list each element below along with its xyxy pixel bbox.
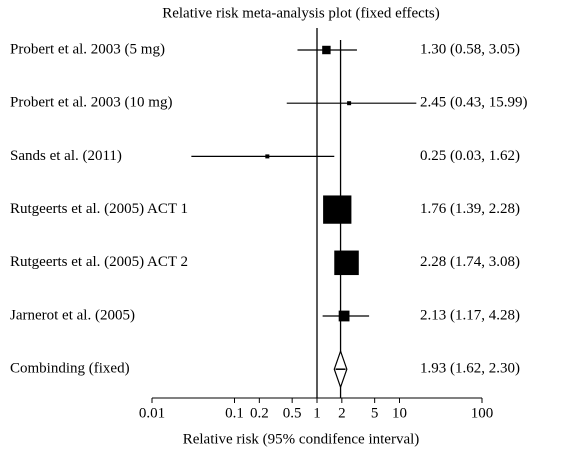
x-tick-label: 1 (313, 405, 321, 421)
study-label: Jarnerot et al. (2005) (10, 307, 135, 323)
x-axis-label: Relative risk (95% condifence interval) (183, 431, 420, 447)
pooled-value-label: 1.93 (1.62, 2.30) (420, 361, 520, 377)
value-label: 1.30 (0.58, 3.05) (420, 41, 520, 57)
estimate-box (265, 154, 270, 159)
value-label: 0.25 (0.03, 1.62) (420, 148, 520, 164)
value-label: 2.28 (1.74, 3.08) (420, 254, 520, 270)
x-tick-label: 0.1 (225, 405, 244, 421)
study-label: Rutgeerts et al. (2005) ACT 1 (10, 201, 188, 217)
x-tick-label: 10 (392, 405, 407, 421)
pooled-label: Combinding (fixed) (10, 361, 130, 377)
x-tick-label: 0.5 (283, 405, 302, 421)
estimate-box (323, 195, 352, 224)
x-tick-label: 0.01 (139, 405, 165, 421)
value-label: 2.13 (1.17, 4.28) (420, 307, 520, 323)
estimate-box (322, 45, 331, 55)
study-label: Probert et al. 2003 (10 mg) (10, 95, 172, 111)
x-tick-label: 2 (338, 405, 346, 421)
value-label: 2.45 (0.43, 15.99) (420, 95, 528, 111)
study-label: Sands et al. (2011) (10, 148, 122, 164)
estimate-box (334, 250, 359, 276)
estimate-box (347, 101, 352, 106)
study-label: Probert et al. 2003 (5 mg) (10, 41, 165, 57)
x-tick-label: 100 (471, 405, 494, 421)
x-tick-label: 5 (371, 405, 379, 421)
study-label: Rutgeerts et al. (2005) ACT 2 (10, 254, 188, 270)
estimate-box (338, 310, 350, 322)
x-tick-label: 0.2 (250, 405, 269, 421)
value-label: 1.76 (1.39, 2.28) (420, 201, 520, 217)
chart-title: Relative risk meta-analysis plot (fixed … (162, 5, 440, 21)
